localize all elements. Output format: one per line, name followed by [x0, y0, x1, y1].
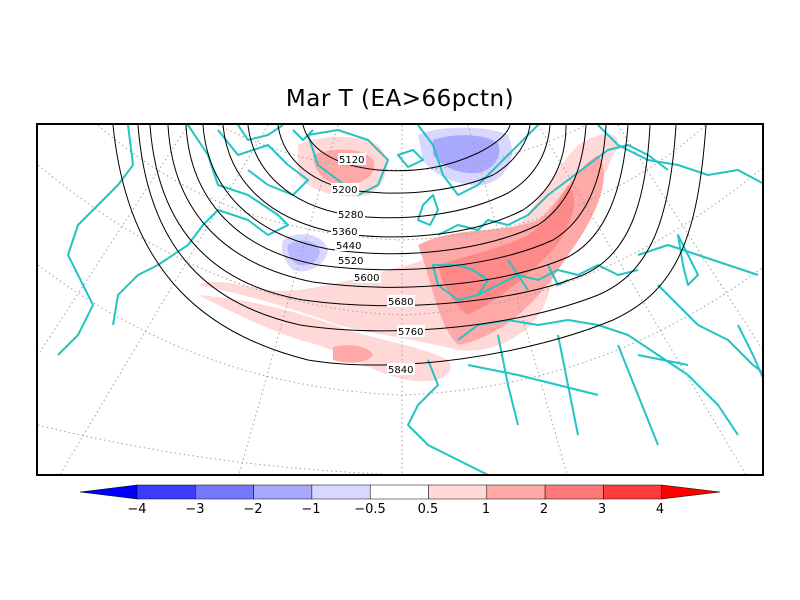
coast-british-isles [417, 194, 439, 226]
coast-mediterranean [477, 264, 639, 296]
coast-canada-islands [237, 125, 314, 141]
map-plot: 5120 5200 5280 5360 5440 5520 5600 5680 … [38, 125, 762, 474]
colorbar-tick-label: −1 [301, 502, 320, 517]
cold-anomaly-atlantic-core [287, 240, 320, 266]
graticule-line [38, 125, 189, 356]
warm-anomaly-tropics [198, 295, 451, 382]
colorbar-swatch [136, 484, 196, 500]
contour-5840 [112, 125, 707, 366]
coast-hudson [217, 129, 309, 196]
contour-label: 5680 [388, 297, 413, 308]
warm-anomaly-subtropic [333, 345, 373, 363]
colorbar-swatch [603, 484, 662, 500]
contour-5440 [202, 125, 587, 255]
warm-anomaly-europe-core [438, 185, 575, 315]
coast-india [737, 324, 762, 379]
coast-europe-west [437, 144, 669, 236]
colorbar-swatch [428, 484, 488, 500]
coast-iceland [397, 149, 424, 168]
coast-greenland [307, 129, 389, 196]
contour-label: 5520 [338, 256, 363, 267]
colorbar-arrow-low [79, 484, 138, 500]
colorbar-tick-label: −3 [185, 502, 204, 517]
colorbar-ticks: −4 −3 −2 −1 −0.5 0.5 1 2 3 4 [127, 502, 664, 517]
height-contours [112, 125, 707, 366]
map-frame: 5120 5200 5280 5360 5440 5520 5600 5680 … [36, 123, 764, 476]
colorbar-tick-label: −2 [243, 502, 262, 517]
contour-label: 5120 [339, 155, 364, 166]
contour-label: 5280 [338, 210, 363, 221]
coast-asia-north [597, 125, 762, 184]
graticule-line [617, 125, 762, 350]
colorbar-swatch [195, 484, 254, 500]
colorbar-tick-label: 2 [540, 502, 548, 517]
coast-iberia [432, 264, 489, 301]
contour-5200 [277, 125, 531, 194]
graticule-line [59, 125, 269, 474]
contour-5360 [222, 125, 567, 238]
contour-label: 5760 [398, 327, 423, 338]
contour-label: 5440 [336, 241, 361, 252]
graticule-line [38, 424, 391, 474]
contour-label: 5600 [354, 273, 379, 284]
colorbar-tick-label: 3 [598, 502, 606, 517]
contour-5520 [185, 125, 607, 271]
colorbar-swatch [486, 484, 546, 500]
coast-scandinavia [417, 125, 539, 196]
contour-5280 [247, 125, 551, 219]
colorbar-tick-label: 4 [656, 502, 664, 517]
contour-labels: 5120 5200 5280 5360 5440 5520 5600 5680 … [331, 153, 425, 376]
colorbar: −4 −3 −2 −1 −0.5 0.5 1 2 3 4 [79, 484, 721, 517]
colorbar-arrow-high [661, 484, 721, 500]
contour-5760 [137, 125, 677, 332]
map-title: Mar T (EA>66pctn) [285, 86, 515, 112]
colorbar-tick-label: 0.5 [418, 502, 439, 517]
coast-caspian [677, 234, 699, 286]
coast-middle-east [637, 244, 762, 374]
colorbar-swatch [253, 484, 313, 500]
coast-north-america-east [112, 125, 289, 326]
contour-label: 5200 [332, 185, 357, 196]
colorbar-swatch [544, 484, 604, 500]
colorbar-swatch [369, 484, 429, 500]
colorbar-swatch [311, 484, 371, 500]
contour-5600 [167, 125, 629, 288]
colorbar-tick-label: −0.5 [354, 502, 386, 517]
contour-label: 5360 [332, 227, 357, 238]
colorbar-swatches [79, 484, 721, 500]
contour-5120 [302, 125, 511, 172]
colorbar-tick-label: −4 [127, 502, 146, 517]
colorbar-tick-label: 1 [482, 502, 490, 517]
coast-africa-borders [467, 334, 689, 446]
contour-label: 5840 [388, 365, 413, 376]
coast-north-america [57, 125, 134, 356]
contour-5680 [149, 125, 651, 307]
